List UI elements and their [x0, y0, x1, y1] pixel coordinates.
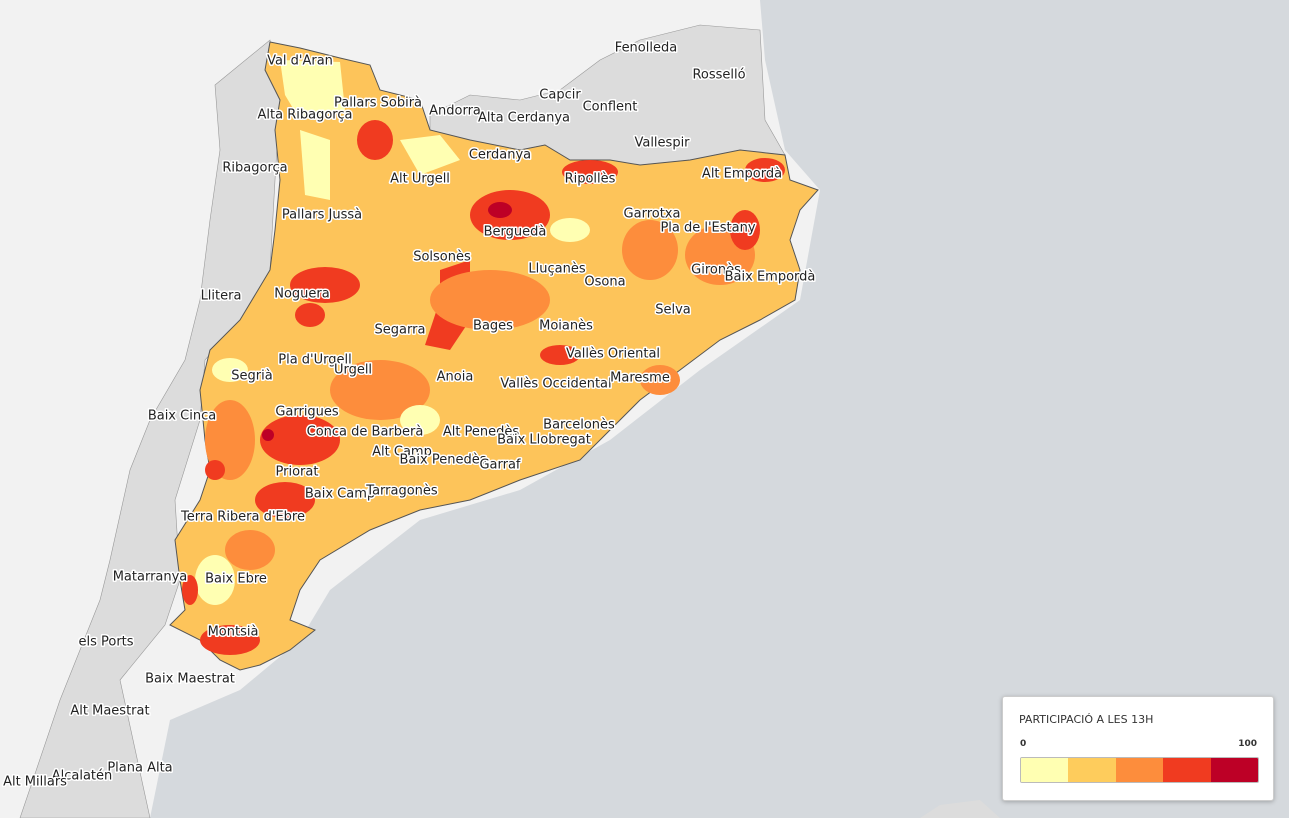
place-label: Maresme: [610, 371, 670, 386]
place-label: Baix Maestrat: [145, 672, 235, 687]
place-label: Plana Alta: [107, 761, 172, 776]
neighbor-region: [19, 39, 281, 818]
place-label: Baix Cinca: [148, 409, 216, 424]
place-label: Alt Millars: [3, 775, 67, 790]
place-label: Baix Ebre: [205, 572, 267, 587]
map-labels: Fenolleda Rosselló Val d'Aran Capcir Con…: [2, 39, 817, 791]
place-label: Pla de l'Estany: [660, 221, 755, 236]
place-label: Alt Camp: [372, 445, 432, 460]
place-label: Ribagorça: [222, 161, 287, 176]
place-label: Vallès Oriental: [566, 347, 660, 362]
legend-swatch: [1163, 758, 1211, 782]
place-label: Cerdanya: [469, 148, 531, 163]
place-label: Conca de Barberà: [307, 425, 424, 440]
place-label: Baix Camp: [305, 487, 375, 502]
place-label: Alt Empordà: [702, 167, 782, 182]
catalonia: [169, 41, 819, 671]
place-label: Pallars Sobirà: [334, 96, 422, 111]
place-label: Barcelonès: [543, 418, 615, 433]
legend-swatch: [1021, 758, 1069, 782]
place-label: Garrotxa: [624, 207, 681, 222]
place-label: Baix Llobregat: [497, 433, 591, 448]
legend-max: 100: [1238, 739, 1257, 749]
place-label: Alt Penedès: [443, 425, 520, 440]
place-label: Pla d'Urgell: [278, 353, 351, 368]
place-label: Garrigues: [275, 405, 339, 420]
place-label: Bages: [473, 319, 513, 334]
place-label: Anoia: [437, 370, 474, 385]
place-label: Segarra: [375, 323, 426, 338]
place-label: Garraf: [479, 458, 520, 473]
place-label: Lluçanès: [528, 262, 585, 277]
place-label: Alcalatén: [52, 769, 113, 784]
place-label: Vallès Occidental: [500, 377, 611, 392]
place-label: Noguera: [274, 287, 329, 302]
legend-bar: [1020, 757, 1259, 783]
place-label: Alt Maestrat: [70, 704, 149, 719]
place-label: Baix Empordà: [725, 270, 816, 285]
choropleth-patches: [182, 60, 785, 655]
place-label: Selva: [655, 303, 691, 318]
place-label: Matarranya: [113, 570, 188, 585]
place-label: Montsià: [208, 625, 259, 640]
legend-swatch: [1115, 758, 1164, 782]
legend-swatch: [1068, 758, 1116, 782]
place-label: Pallars Jussà: [282, 208, 362, 223]
place-label: Tarragonès: [365, 484, 438, 499]
place-label: Alta Ribagorça: [258, 108, 353, 123]
place-label: els Ports: [78, 635, 133, 650]
place-label: Fenolleda: [615, 41, 677, 56]
place-label: Llitera: [201, 289, 242, 304]
place-label: Andorra: [429, 104, 481, 119]
place-label: Moianès: [539, 319, 593, 334]
place-label: Conflent: [583, 100, 638, 115]
place-label: Priorat: [276, 465, 319, 480]
legend-swatch: [1210, 758, 1258, 782]
place-label: Val d'Aran: [267, 54, 333, 69]
place-label: Ripollès: [565, 172, 616, 187]
place-label: Segrià: [231, 369, 272, 384]
place-label: Alt Urgell: [390, 172, 450, 187]
place-label: Rosselló: [692, 68, 745, 83]
legend-title: PARTICIPACIÓ A LES 13H: [1019, 713, 1154, 726]
place-label: Solsonès: [413, 250, 471, 265]
place-label: Berguedà: [484, 225, 547, 240]
place-label: Baix Penedès: [400, 453, 487, 468]
place-label: Vallespir: [634, 136, 690, 151]
place-label: Urgell: [334, 363, 372, 378]
place-label: Capcir: [539, 88, 581, 103]
legend: PARTICIPACIÓ A LES 13H 0 100: [1002, 696, 1274, 801]
place-label: Alta Cerdanya: [478, 111, 570, 126]
place-label: Gironès: [691, 263, 741, 278]
place-label: Osona: [584, 275, 625, 290]
sea: [150, 0, 1289, 818]
neighbor-region: [920, 800, 1000, 818]
legend-min: 0: [1020, 739, 1027, 749]
place-label: Terra Ribera d'Ebre: [180, 510, 305, 525]
